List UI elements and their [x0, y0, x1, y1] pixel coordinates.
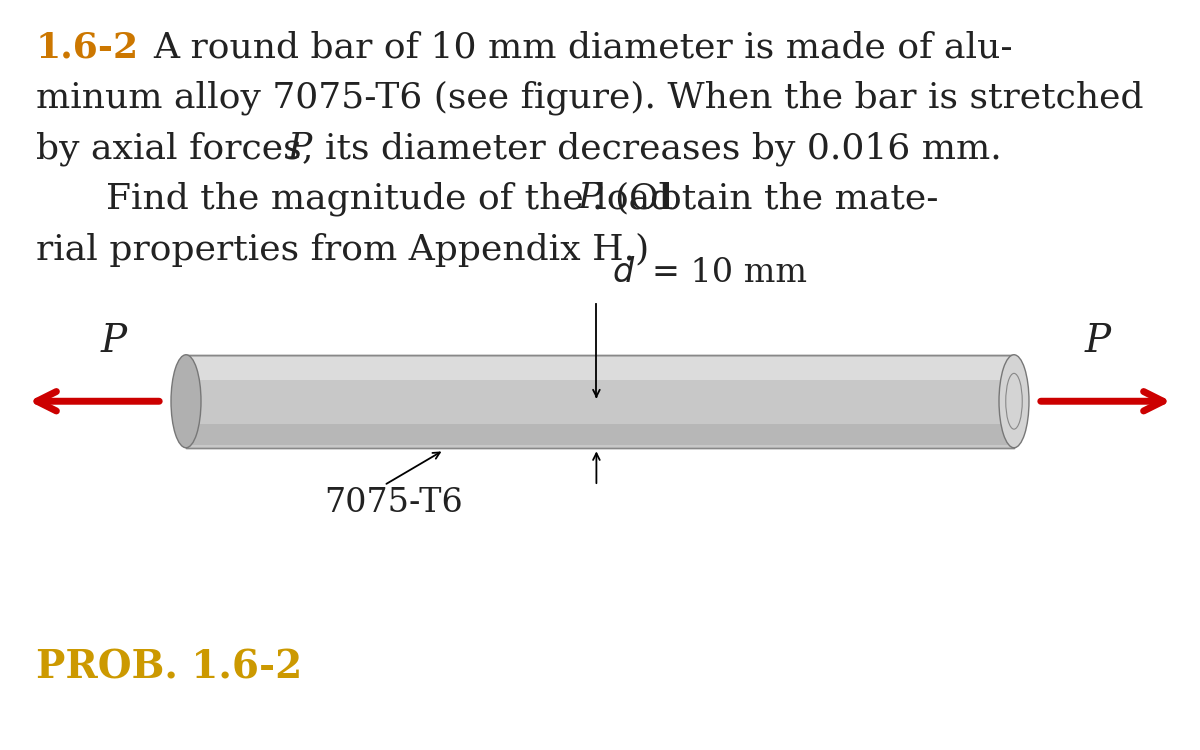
- Polygon shape: [186, 424, 1014, 445]
- Text: rial properties from Appendix H.): rial properties from Appendix H.): [36, 232, 649, 266]
- Polygon shape: [186, 357, 1014, 380]
- Text: by axial forces: by axial forces: [36, 131, 313, 166]
- Text: minum alloy 7075-T6 (see figure). When the bar is stretched: minum alloy 7075-T6 (see figure). When t…: [36, 80, 1144, 115]
- Text: P: P: [577, 182, 601, 215]
- Text: 1.6-2: 1.6-2: [36, 30, 139, 64]
- Text: , its diameter decreases by 0.016 mm.: , its diameter decreases by 0.016 mm.: [302, 131, 1002, 166]
- Text: P: P: [1085, 322, 1111, 360]
- Polygon shape: [186, 355, 1014, 448]
- Ellipse shape: [172, 355, 202, 448]
- Text: 7075-T6: 7075-T6: [324, 487, 463, 518]
- Text: A round bar of 10 mm diameter is made of alu-: A round bar of 10 mm diameter is made of…: [154, 30, 1013, 64]
- Text: $d$: $d$: [612, 256, 635, 289]
- Ellipse shape: [998, 355, 1030, 448]
- Text: . (Obtain the mate-: . (Obtain the mate-: [592, 182, 938, 215]
- Text: P: P: [101, 322, 127, 360]
- Text: = 10 mm: = 10 mm: [652, 256, 806, 289]
- Text: P: P: [288, 131, 312, 165]
- Text: Find the magnitude of the load: Find the magnitude of the load: [106, 182, 684, 216]
- Text: PROB. 1.6-2: PROB. 1.6-2: [36, 648, 302, 686]
